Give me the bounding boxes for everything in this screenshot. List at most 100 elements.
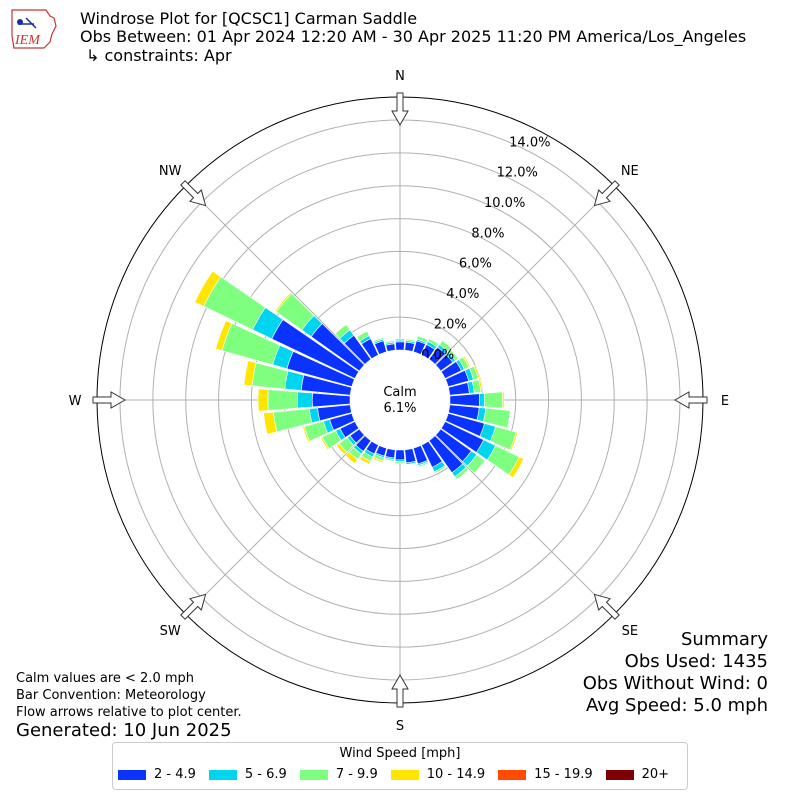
calm-circle [350,350,450,450]
bar-segment-160-2 [417,461,430,468]
bar-segment-330-2 [356,330,370,342]
legend-swatch [605,769,634,780]
direction-label-se: SE [622,624,638,639]
bar-segment-100-2 [483,407,511,429]
bar-segment-320-2 [334,324,351,339]
bar-segment-180-0 [394,449,406,461]
flow-arrow-n [391,92,409,127]
bar-segment-120-3 [508,456,525,479]
bar-segment-200-3 [372,457,384,463]
legend-item: 2 - 4.9 [118,767,196,782]
bar-segment-280-3 [243,360,257,387]
direction-label-ne: NE [621,164,639,179]
calm-value: 6.1% [383,401,416,416]
bar-convention-note: Bar Convention: Meteorology [16,688,206,703]
legend-items: 2 - 4.9 5 - 6.9 7 - 9.9 10 - 14.9 15 - 19.9 2… [118,767,682,782]
direction-label-n: N [395,69,405,84]
direction-label-nw: NW [159,164,182,179]
direction-label-w: W [69,394,82,409]
bar-segment-90-3 [501,391,505,409]
iem-logo: IEM [11,9,57,49]
bar-segment-280-1 [284,370,305,391]
radial-tick-label: 12.0% [497,166,538,181]
legend-swatch [118,769,146,780]
legend-item: 20+ [605,767,670,782]
legend-title: Wind Speed [mph] [339,746,461,761]
legend-item: 15 - 19.9 [498,767,593,782]
bar-segment-270-1 [297,391,313,409]
radial-tick-label: 0.0% [421,348,454,363]
bar-segment-30-2 [427,338,439,348]
chart-title: Windrose Plot for [QCSC1] Carman Saddle [80,9,418,28]
bar-segment-0-0 [395,341,405,351]
direction-spokes [97,97,703,703]
bar-segment-170-1 [405,460,417,465]
obs-range: Obs Between: 01 Apr 2024 12:20 AM - 30 A… [80,27,747,46]
bar-segment-270-2 [267,389,299,411]
flow-arrow-e [673,391,708,409]
legend-label: 20+ [641,767,670,782]
radial-tick-label: 4.0% [446,287,479,302]
bar-segment-250-3 [302,426,311,443]
bar-segment-180-2 [394,460,406,464]
bar-segment-240-3 [320,436,330,451]
flow-arrow-w [92,391,127,409]
direction-label-e: E [721,394,729,409]
legend-swatch [390,769,419,780]
legend-label: 2 - 4.9 [154,767,196,782]
bar-segment-340-2 [372,337,384,343]
bar-segment-20-2 [416,335,428,343]
bar-segment-190-2 [384,457,395,462]
direction-label-sw: SW [160,624,181,639]
bar-segment-0-2 [394,338,406,341]
radial-tick-label: 6.0% [459,257,492,272]
flow-arrow-nw [180,180,207,207]
summary-avg-speed: Avg Speed: 5.0 mph [586,695,768,716]
bar-segment-90-0 [449,393,480,407]
flow-arrows [92,92,708,708]
bar-segment-90-1 [479,393,485,407]
calm-note: Calm values are < 2.0 mph [16,671,195,686]
bar-segment-210-3 [359,455,372,465]
spoke [185,435,365,615]
bar-segment-70-3 [473,365,481,379]
bar-segment-270-0 [311,392,351,408]
bar-segment-40-2 [439,340,452,352]
summary-obs-used: Obs Used: 1435 [624,651,768,672]
legend-label: 7 - 9.9 [335,767,378,782]
direction-label-s: S [396,719,404,734]
bar-segment-270-3 [257,388,269,412]
legend-swatch [299,769,328,780]
direction-labels: N NE E SE S SW W NW [69,69,730,734]
bar-segment-230-3 [336,442,348,456]
bar-segment-90-2 [483,391,503,409]
summary-obs-without-wind: Obs Without Wind: 0 [582,673,768,694]
flow-note: Flow arrows relative to plot center. [16,705,242,720]
windrose-bars [194,270,525,480]
spoke [185,185,365,365]
flow-arrow-s [391,673,409,708]
legend: Wind Speed [mph] 2 - 4.9 5 - 6.9 7 - 9.9 10… [112,742,688,790]
radial-tick-label: 10.0% [484,196,525,211]
generated-date: Generated: 10 Jun 2025 [16,720,232,741]
radial-tick-label: 14.0% [509,135,550,150]
legend-item: 5 - 6.9 [208,767,287,782]
radial-tick-label: 8.0% [471,226,504,241]
bar-segment-130-2 [466,454,486,474]
flow-arrow-se [593,593,620,620]
bar-segment-110-3 [509,431,519,452]
bar-segment-260-3 [263,411,278,435]
spoke [435,185,615,365]
summary-heading: Summary [681,629,768,650]
legend-item: 10 - 14.9 [390,767,486,782]
bar-segment-150-2 [433,465,447,474]
legend-label: 15 - 19.9 [534,767,593,782]
legend-label: 10 - 14.9 [426,767,486,782]
bar-segment-140-2 [454,466,469,480]
bar-segment-80-3 [478,378,483,393]
bar-segment-220-3 [344,451,359,464]
legend-item: 7 - 9.9 [299,767,378,782]
legend-label: 5 - 6.9 [244,767,287,782]
bar-segment-50-2 [448,349,459,361]
